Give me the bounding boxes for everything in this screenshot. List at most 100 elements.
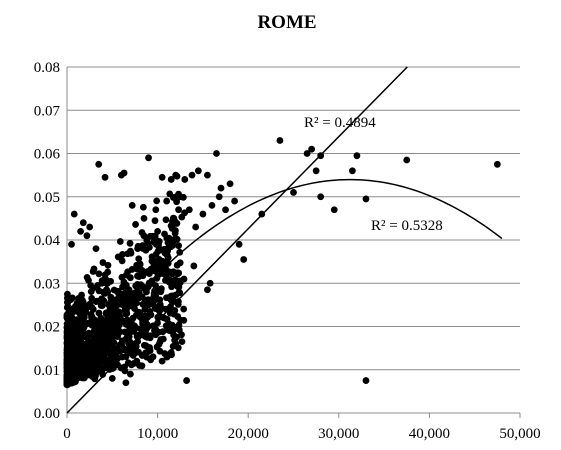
- data-point: [93, 318, 101, 326]
- y-tick-label: 0.02: [34, 320, 60, 336]
- linear-trendline: [66, 66, 408, 414]
- data-point: [144, 348, 152, 355]
- data-point: [152, 282, 159, 289]
- data-point: [106, 311, 114, 319]
- data-point: [95, 309, 103, 317]
- data-point: [70, 210, 78, 218]
- data-point: [171, 229, 179, 237]
- data-point: [163, 274, 171, 282]
- data-point: [165, 242, 173, 249]
- x-tick-label: 50,000: [499, 426, 540, 442]
- data-point: [107, 277, 114, 285]
- data-point: [107, 293, 115, 301]
- data-point: [77, 227, 84, 235]
- x-tick-label: 0: [63, 426, 71, 442]
- data-point: [101, 271, 109, 279]
- data-point: [175, 326, 183, 334]
- data-point: [165, 234, 173, 242]
- data-point: [176, 193, 184, 201]
- data-point: [160, 314, 168, 322]
- data-point: [129, 314, 137, 322]
- data-point: [67, 296, 75, 303]
- data-point: [136, 283, 144, 291]
- data-point: [145, 270, 153, 278]
- data-point: [93, 348, 100, 356]
- data-point: [134, 245, 142, 253]
- data-point: [68, 240, 75, 248]
- data-point: [199, 210, 207, 218]
- data-point: [276, 137, 284, 144]
- data-point: [144, 296, 152, 304]
- data-point: [110, 326, 118, 334]
- data-point: [136, 362, 143, 369]
- y-tick-label: 0.00: [34, 406, 60, 422]
- data-point: [101, 289, 109, 297]
- data-point: [155, 340, 163, 348]
- data-point: [204, 286, 211, 294]
- data-point: [114, 253, 122, 261]
- data-point: [226, 180, 234, 188]
- y-tick-label: 0.08: [34, 60, 60, 76]
- data-point: [175, 242, 182, 250]
- data-point: [152, 206, 160, 214]
- data-point: [85, 338, 93, 346]
- data-point: [155, 238, 163, 245]
- y-tick-label: 0.03: [34, 276, 60, 292]
- data-point: [231, 197, 239, 205]
- data-point: [79, 219, 87, 227]
- data-point: [89, 268, 97, 275]
- x-tick-label: 40,000: [409, 426, 450, 442]
- data-point: [156, 258, 164, 266]
- data-point: [206, 279, 214, 287]
- data-point: [110, 347, 118, 355]
- data-point: [73, 336, 81, 344]
- data-point: [127, 249, 135, 257]
- data-point: [168, 270, 176, 278]
- data-point: [170, 236, 178, 243]
- data-point: [122, 271, 130, 279]
- data-point: [162, 216, 170, 224]
- data-point: [104, 346, 112, 354]
- data-point: [135, 255, 143, 263]
- data-point: [150, 257, 158, 265]
- data-point: [167, 176, 175, 183]
- data-point: [145, 243, 153, 251]
- data-point: [104, 357, 112, 365]
- data-point: [82, 320, 90, 328]
- data-point: [83, 232, 91, 240]
- data-point: [104, 261, 112, 269]
- data-point: [131, 322, 138, 330]
- data-point: [148, 277, 156, 285]
- data-point: [122, 281, 130, 289]
- data-point: [139, 245, 147, 252]
- data-point: [166, 190, 174, 198]
- data-point: [63, 331, 71, 339]
- y-tick-label: 0.06: [34, 147, 61, 163]
- data-point: [67, 364, 75, 372]
- data-point: [117, 364, 125, 372]
- data-point: [128, 266, 136, 273]
- data-point: [74, 305, 82, 313]
- data-point: [98, 302, 106, 309]
- data-point: [172, 171, 180, 179]
- data-point: [204, 171, 211, 179]
- data-point: [353, 152, 361, 160]
- y-tick-label: 0.05: [34, 190, 60, 206]
- data-point: [146, 334, 154, 342]
- data-point: [149, 353, 157, 361]
- data-point: [151, 303, 159, 311]
- data-point: [63, 356, 71, 364]
- data-point: [151, 267, 158, 275]
- data-point: [183, 377, 190, 384]
- data-point: [154, 247, 162, 255]
- data-point: [136, 260, 144, 268]
- data-point: [290, 189, 297, 196]
- data-point: [176, 279, 184, 286]
- data-point: [64, 345, 72, 353]
- data-point: [312, 167, 320, 175]
- x-tick-label: 30,000: [318, 426, 359, 442]
- data-point: [63, 304, 71, 311]
- data-point: [139, 203, 147, 211]
- data-point: [166, 327, 174, 335]
- data-point: [109, 365, 117, 372]
